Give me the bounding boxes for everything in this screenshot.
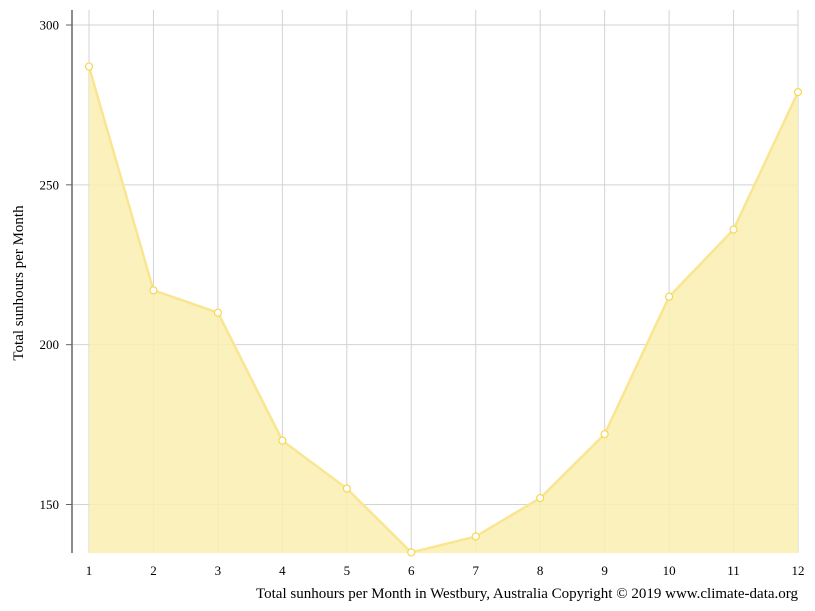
series-line: [87, 66, 800, 554]
x-tick-labels: 1 2 3 4 5 6 7 8 9 10 11 12: [86, 563, 805, 578]
data-point-5: [342, 484, 351, 493]
data-point-11: [729, 225, 738, 234]
chart-caption: Total sunhours per Month in Westbury, Au…: [256, 586, 798, 602]
data-point-8: [536, 494, 545, 503]
x-tick-label-12: 12: [792, 563, 805, 578]
x-tick-label-4: 4: [279, 563, 286, 578]
data-points: [84, 62, 803, 557]
x-tick-label-7: 7: [472, 563, 479, 578]
y-tick-label-200: 200: [40, 337, 60, 352]
y-tick-label-250: 250: [40, 177, 60, 192]
data-point-1: [84, 62, 94, 71]
data-point-7: [471, 532, 480, 541]
x-tick-label-9: 9: [601, 563, 608, 578]
y-tick-labels: 150 200 250 300: [40, 18, 72, 512]
x-tick-label-1: 1: [86, 563, 93, 578]
data-point-2: [149, 286, 158, 295]
y-axis-title: Total sunhours per Month: [11, 205, 27, 361]
y-tick-label-150: 150: [40, 497, 60, 512]
data-point-10: [664, 292, 674, 301]
x-tick-label-8: 8: [537, 563, 544, 578]
y-tick-label-300: 300: [40, 18, 60, 33]
series-area-fill: [89, 66, 798, 553]
x-tick-label-10: 10: [663, 563, 676, 578]
data-point-4: [278, 436, 287, 445]
data-point-3: [213, 308, 223, 317]
x-tick-label-6: 6: [408, 563, 415, 578]
data-point-12: [793, 88, 803, 97]
data-point-6: [407, 548, 416, 557]
data-point-9: [600, 430, 609, 439]
x-tick-label-5: 5: [344, 563, 351, 578]
x-tick-label-11: 11: [727, 563, 740, 578]
x-tick-label-2: 2: [150, 563, 157, 578]
x-tick-label-3: 3: [215, 563, 222, 578]
